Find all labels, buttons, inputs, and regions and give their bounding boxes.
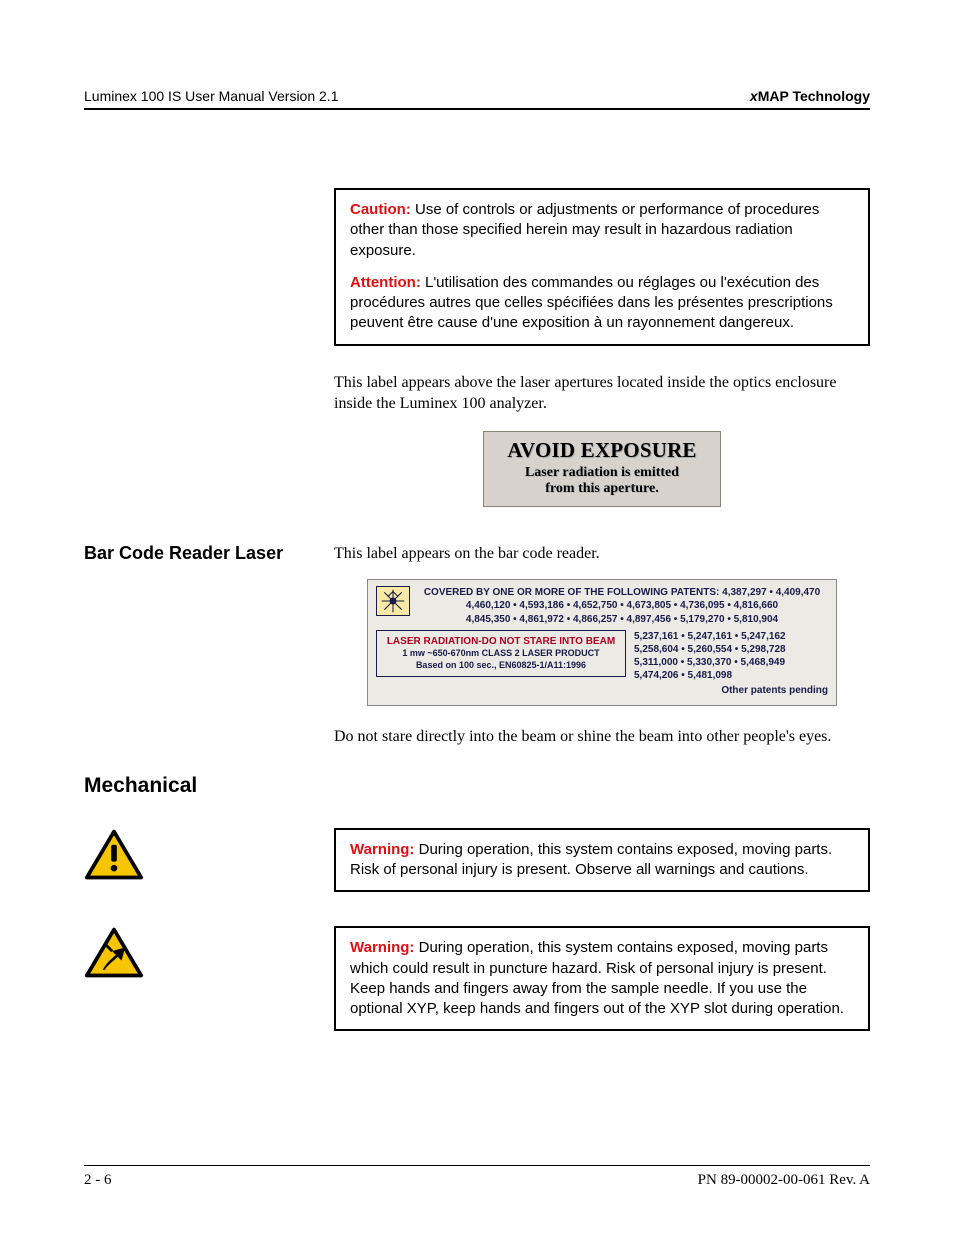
barcode-intro: This label appears on the bar code reade… xyxy=(334,543,870,565)
header-left: Luminex 100 IS User Manual Version 2.1 xyxy=(84,88,338,104)
mech-warn2-lead: Warning: xyxy=(350,939,414,956)
patents-r2: 5,258,604 • 5,260,554 • 5,298,728 xyxy=(634,643,828,656)
patents-r3: 5,311,000 • 5,330,370 • 5,468,949 xyxy=(634,656,828,669)
mechanical-heading: Mechanical xyxy=(84,774,870,798)
caution-row: Caution: Use of controls or adjustments … xyxy=(84,188,870,346)
patents-l3: 4,845,350 • 4,861,972 • 4,866,257 • 4,89… xyxy=(416,613,828,627)
header-right-prefix: x xyxy=(750,88,758,104)
barcode-patents-right: 5,237,161 • 5,247,161 • 5,247,162 5,258,… xyxy=(626,630,828,697)
mech-warn1-row: Warning: During operation, this system c… xyxy=(84,828,870,893)
aperture-intro-row: This label appears above the laser apert… xyxy=(84,372,870,415)
aperture-label: AVOID EXPOSURE Laser radiation is emitte… xyxy=(483,431,721,508)
caution-fr: Attention: L'utilisation des commandes o… xyxy=(350,273,854,334)
patents-l2: 4,460,120 • 4,593,186 • 4,652,750 • 4,67… xyxy=(416,599,828,613)
barcode-label-top: COVERED BY ONE OR MORE OF THE FOLLOWING … xyxy=(376,586,828,627)
aperture-line2: Laser radiation is emitted from this ape… xyxy=(488,465,716,499)
barcode-patents-block: COVERED BY ONE OR MORE OF THE FOLLOWING … xyxy=(416,586,828,627)
aperture-intro: This label appears above the laser apert… xyxy=(334,372,870,415)
mech-warn2-box: Warning: During operation, this system c… xyxy=(334,926,870,1031)
caution-en-lead: Caution: xyxy=(350,201,411,218)
barcode-warn-l2: 1 mw ~650-670nm CLASS 2 LASER PRODUCT xyxy=(379,648,623,660)
laser-burst-icon xyxy=(376,586,410,616)
patents-l1: COVERED BY ONE OR MORE OF THE FOLLOWING … xyxy=(416,586,828,600)
barcode-heading-row: Bar Code Reader Laser This label appears… xyxy=(84,543,870,565)
barcode-warn-l1: LASER RADIATION-DO NOT STARE INTO BEAM xyxy=(379,635,623,648)
running-header: Luminex 100 IS User Manual Version 2.1 x… xyxy=(84,88,870,110)
warning-triangle-icon xyxy=(84,828,144,882)
puncture-warning-triangle-icon xyxy=(84,926,144,980)
header-right-main: MAP Technology xyxy=(758,88,870,104)
aperture-line1: AVOID EXPOSURE xyxy=(488,438,716,463)
barcode-laser-warning: LASER RADIATION-DO NOT STARE INTO BEAM 1… xyxy=(376,630,626,676)
caution-box: Caution: Use of controls or adjustments … xyxy=(334,188,870,346)
barcode-after-row: Do not stare directly into the beam or s… xyxy=(84,726,870,748)
footer-left: 2 - 6 xyxy=(84,1172,112,1189)
mech-warn2: Warning: During operation, this system c… xyxy=(350,938,854,1019)
barcode-label: COVERED BY ONE OR MORE OF THE FOLLOWING … xyxy=(367,579,837,707)
barcode-label-row: COVERED BY ONE OR MORE OF THE FOLLOWING … xyxy=(84,579,870,707)
barcode-heading: Bar Code Reader Laser xyxy=(84,543,324,564)
aperture-label-row: AVOID EXPOSURE Laser radiation is emitte… xyxy=(84,431,870,508)
mech-warn1-box: Warning: During operation, this system c… xyxy=(334,828,870,893)
barcode-after: Do not stare directly into the beam or s… xyxy=(334,726,870,748)
mech-warn1: Warning: During operation, this system c… xyxy=(350,840,854,881)
header-right: xMAP Technology xyxy=(750,88,870,104)
content: Caution: Use of controls or adjustments … xyxy=(84,110,870,1031)
caution-fr-lead: Attention: xyxy=(350,274,421,291)
mech-warn2-row: Warning: During operation, this system c… xyxy=(84,926,870,1031)
barcode-label-bottom: LASER RADIATION-DO NOT STARE INTO BEAM 1… xyxy=(376,630,828,697)
patents-r4: 5,474,206 • 5,481,098 xyxy=(634,669,828,682)
footer-right: PN 89-00002-00-061 Rev. A xyxy=(698,1172,870,1189)
patents-r1: 5,237,161 • 5,247,161 • 5,247,162 xyxy=(634,630,828,643)
caution-en-text: Use of controls or adjustments or perfor… xyxy=(350,201,819,259)
mech-warn1-lead: Warning: xyxy=(350,841,414,858)
page: Luminex 100 IS User Manual Version 2.1 x… xyxy=(0,0,954,1235)
footer: 2 - 6 PN 89-00002-00-061 Rev. A xyxy=(84,1165,870,1189)
caution-fr-text: L'utilisation des commandes ou réglages … xyxy=(350,274,833,332)
mechanical-heading-row: Mechanical xyxy=(84,774,870,798)
patents-pending: Other patents pending xyxy=(634,684,828,697)
caution-en: Caution: Use of controls or adjustments … xyxy=(350,200,854,261)
mech-warn1-text: During operation, this system contains e… xyxy=(350,841,832,878)
mech-warn2-text: During operation, this system contains e… xyxy=(350,939,844,1017)
barcode-warn-l3: Based on 100 sec., EN60825-1/A11:1996 xyxy=(379,660,623,672)
